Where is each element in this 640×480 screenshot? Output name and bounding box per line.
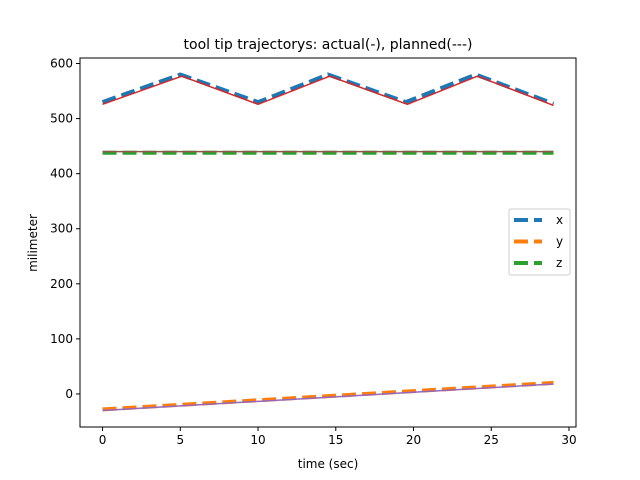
series-line-actual-actual-3 [102,75,554,107]
y-tick-label: 300 [50,222,73,236]
legend: xyz [508,208,571,276]
y-tick-label: 500 [50,112,73,126]
x-tick-label: 20 [406,433,421,447]
y-tick-label: 100 [50,332,73,346]
series-layer [101,72,555,412]
legend-label-x: x [556,213,563,227]
y-tick-label: 200 [50,277,73,291]
series-line-planned-y [102,380,554,412]
x-tick-label: 25 [484,433,499,447]
x-tick-label: 10 [250,433,265,447]
series-line-planned-x [101,72,555,106]
y-axis-title: milimeter [26,214,40,272]
chart-title: tool tip trajectorys: actual(-), planned… [184,37,473,53]
x-axis-title: time (sec) [298,457,359,471]
y-tick-label: 400 [50,167,73,181]
y-tick-label: 600 [50,57,73,71]
plot-frame [79,57,577,428]
y-tick-label: 0 [65,387,73,401]
series-line-actual-actual-4 [102,383,554,412]
plot-area [80,58,576,427]
x-tick-label: 0 [99,433,107,447]
x-tick-label: 5 [176,433,184,447]
legend-label-z: z [556,256,562,270]
legend-label-y: y [556,235,563,249]
x-tick-label: 30 [561,433,576,447]
x-tick-label: 15 [328,433,343,447]
